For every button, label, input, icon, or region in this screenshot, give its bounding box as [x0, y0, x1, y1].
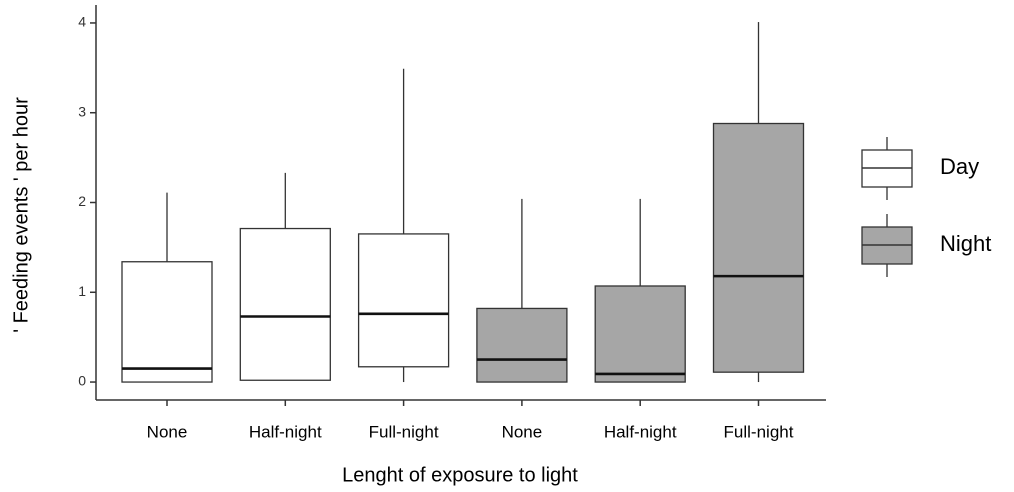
y-tick-label: 3: [78, 103, 86, 119]
box: [121, 261, 213, 383]
x-tick-label: Full-night: [724, 422, 794, 441]
y-tick-label: 4: [78, 14, 86, 30]
box: [712, 122, 805, 373]
x-tick-label: None: [502, 422, 543, 441]
box: [239, 227, 331, 381]
x-axis-title: Lenght of exposure to light: [342, 464, 578, 486]
y-tick-label: 2: [78, 193, 86, 209]
x-tick-label: Half-night: [249, 422, 322, 441]
x-tick-label: None: [147, 422, 188, 441]
y-tick-label: 1: [78, 283, 86, 299]
x-tick-label: Half-night: [604, 422, 677, 441]
y-axis-title: ' Feeding events ' per hour: [10, 97, 32, 333]
box: [357, 233, 450, 368]
y-tick-label: 0: [78, 373, 86, 389]
x-tick-label: Full-night: [369, 422, 439, 441]
box: [594, 285, 686, 383]
legend-label: Day: [940, 154, 979, 179]
box: [476, 307, 568, 383]
legend-label: Night: [940, 231, 991, 256]
